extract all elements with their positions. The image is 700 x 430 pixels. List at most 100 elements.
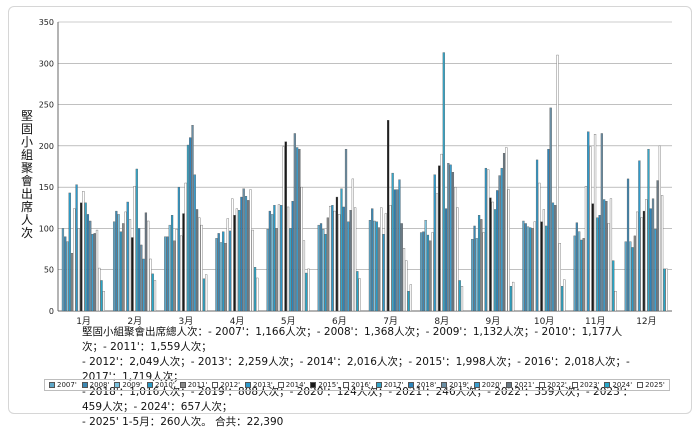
- legend-swatch: [571, 382, 578, 388]
- x-tick-label: 6月: [332, 316, 347, 327]
- bar: [419, 232, 423, 312]
- legend-label: 2013': [253, 381, 273, 389]
- legend-swatch: [212, 382, 219, 388]
- bar: [563, 279, 566, 312]
- bar: [233, 215, 236, 312]
- bar: [384, 213, 387, 312]
- legend-swatch: [441, 382, 448, 388]
- bar: [382, 234, 385, 312]
- bar: [475, 238, 478, 312]
- bar: [131, 237, 134, 312]
- bar: [449, 164, 452, 312]
- bar: [112, 221, 116, 312]
- bar: [235, 208, 238, 312]
- bar: [166, 236, 169, 312]
- bar: [658, 145, 661, 312]
- bar: [277, 204, 281, 312]
- bar: [435, 193, 439, 312]
- bar: [629, 241, 632, 312]
- y-tick-label: 300: [39, 59, 54, 68]
- bar: [115, 210, 118, 312]
- bar: [489, 197, 492, 312]
- legend-swatch: [114, 382, 121, 388]
- bar: [82, 191, 85, 312]
- bar: [335, 196, 339, 312]
- legend-item: 2011': [179, 381, 207, 389]
- bar: [535, 159, 539, 312]
- bar: [549, 107, 552, 312]
- bar: [135, 168, 138, 312]
- bar: [407, 291, 410, 312]
- bar: [77, 228, 80, 312]
- legend-item: 2018': [408, 381, 436, 389]
- bar: [296, 147, 299, 312]
- bar: [582, 238, 585, 312]
- bar: [338, 214, 341, 312]
- bar: [473, 225, 476, 312]
- bar: [344, 148, 348, 312]
- legend-item: 2016': [343, 381, 371, 389]
- legend-item: 2024': [604, 381, 632, 389]
- bar: [509, 286, 513, 312]
- bar: [649, 208, 652, 312]
- bar: [373, 220, 376, 312]
- bar: [191, 125, 194, 312]
- bar: [198, 217, 201, 312]
- bar: [244, 196, 248, 312]
- bar: [144, 212, 148, 312]
- bar: [342, 206, 345, 312]
- chart-frame: [8, 6, 692, 414]
- bar: [665, 268, 668, 312]
- y-tick-label: 200: [39, 142, 54, 151]
- bar: [91, 234, 94, 312]
- bar: [422, 231, 425, 312]
- bar: [329, 205, 332, 312]
- bar: [477, 215, 481, 312]
- legend-item: 2007': [49, 381, 77, 389]
- bar: [458, 280, 461, 312]
- bar: [147, 220, 150, 312]
- bar: [61, 228, 65, 312]
- bar: [142, 258, 145, 312]
- y-axis-label: 堅固小組聚會出席人次: [20, 109, 33, 240]
- bar: [638, 160, 641, 312]
- legend-label: 2015': [318, 381, 339, 389]
- bar: [228, 230, 232, 312]
- bar: [149, 258, 152, 312]
- legend-item: 2020': [473, 381, 502, 389]
- bar: [605, 201, 608, 312]
- bar: [405, 260, 408, 312]
- x-tick-label: 10月: [534, 316, 554, 327]
- bar: [66, 241, 69, 312]
- bar: [284, 141, 287, 312]
- bar: [400, 223, 403, 312]
- x-tick-label: 9月: [486, 316, 501, 327]
- bar: [529, 227, 532, 312]
- bar: [587, 131, 590, 312]
- bar: [86, 214, 90, 312]
- bar: [380, 207, 383, 312]
- legend-label: 2010': [155, 381, 175, 389]
- bar: [484, 167, 488, 312]
- bar: [324, 234, 327, 312]
- bar: [368, 219, 372, 312]
- bar: [354, 207, 357, 312]
- caption-line-1: 堅固小組聚會出席總人次：- 2007'：1,166人次；- 2008'：1,36…: [82, 326, 623, 353]
- bar: [268, 210, 271, 312]
- bar: [645, 199, 648, 312]
- bar: [298, 148, 301, 312]
- bar: [102, 291, 105, 312]
- legend-item: 2025': [637, 381, 665, 389]
- bar: [389, 205, 392, 312]
- bar: [542, 209, 545, 312]
- bar: [73, 208, 76, 312]
- bar: [454, 186, 457, 312]
- bar: [231, 198, 234, 312]
- y-tick-label: 250: [39, 101, 54, 110]
- bar: [578, 231, 581, 312]
- bar: [460, 286, 464, 312]
- legend-label: 2020': [481, 381, 502, 389]
- bar: [502, 153, 506, 312]
- legend-label: 2023': [579, 381, 600, 389]
